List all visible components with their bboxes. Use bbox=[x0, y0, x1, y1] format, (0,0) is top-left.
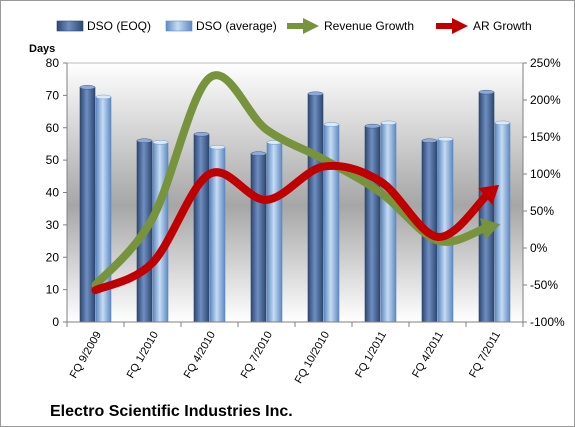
bar-cap-dso-eoq-2 bbox=[193, 132, 210, 137]
legend-label-ar-growth: AR Growth bbox=[473, 19, 532, 33]
x-tick-label-1: FQ 1/2010 bbox=[125, 330, 161, 381]
legend-item-revenue-growth: Revenue Growth bbox=[287, 18, 414, 34]
x-tick-label-2: FQ 4/2010 bbox=[182, 330, 218, 381]
bar-dso-average-7 bbox=[494, 122, 511, 323]
y-tick-label-3: 30 bbox=[46, 218, 60, 232]
bar-dso-average-5 bbox=[380, 122, 397, 323]
legend-label-dso-eoq: DSO (EOQ) bbox=[87, 19, 151, 33]
y-tick-label-0: 0 bbox=[52, 315, 59, 329]
plot-area bbox=[67, 63, 523, 322]
y2-tick-label-5: 150% bbox=[530, 130, 561, 144]
y2-tick-label-4: 100% bbox=[530, 167, 561, 181]
x-tick-label-3: FQ 7/2010 bbox=[239, 330, 275, 381]
legend-arrowhead-revenue-growth bbox=[303, 18, 319, 34]
legend-arrowhead-ar-growth bbox=[452, 18, 468, 34]
chart-title: Electro Scientific Industries Inc. bbox=[50, 403, 293, 420]
legend-item-dso-eoq: DSO (EOQ) bbox=[56, 19, 151, 33]
y2-tick-label-6: 200% bbox=[530, 93, 561, 107]
x-tick-label-5: FQ 1/2011 bbox=[353, 330, 389, 380]
legend-item-dso-average: DSO (average) bbox=[165, 19, 277, 33]
bar-cap-dso-eoq-7 bbox=[478, 89, 495, 95]
bar-dso-eoq-5 bbox=[364, 125, 381, 323]
y-axis-title: Days bbox=[29, 43, 55, 55]
y2-tick-label-0: -100% bbox=[530, 315, 565, 329]
x-tick-label-6: FQ 4/2011 bbox=[410, 330, 446, 380]
y2-tick-label-1: -50% bbox=[530, 278, 558, 292]
bar-cap-dso-eoq-6 bbox=[421, 138, 438, 143]
bar-cap-dso-average-2 bbox=[209, 144, 226, 150]
bar-cap-dso-eoq-4 bbox=[307, 91, 324, 96]
y-tick-label-1: 10 bbox=[46, 283, 60, 297]
bar-cap-dso-average-6 bbox=[437, 136, 454, 142]
x-tick-label-0: FQ 9/2009 bbox=[68, 330, 104, 381]
line-ar-growth bbox=[91, 161, 491, 295]
bar-dso-average-1 bbox=[152, 142, 169, 323]
bar-cap-dso-eoq-5 bbox=[364, 123, 381, 129]
x-tick-label-4: FQ 10/2010 bbox=[293, 330, 332, 386]
legend-label-revenue-growth: Revenue Growth bbox=[324, 19, 414, 33]
y2-tick-label-7: 250% bbox=[530, 56, 561, 70]
y2-tick-label-3: 50% bbox=[530, 204, 554, 218]
arrowhead-revenue-growth bbox=[480, 218, 501, 240]
bar-dso-eoq-3 bbox=[250, 153, 267, 323]
y-tick-label-7: 70 bbox=[46, 88, 60, 102]
legend-swatch-dso-average bbox=[165, 20, 193, 32]
y-tick-label-2: 20 bbox=[46, 250, 60, 264]
bar-dso-average-3 bbox=[266, 142, 283, 323]
lines-layer bbox=[91, 71, 501, 295]
bars-layer bbox=[79, 85, 511, 323]
bar-cap-dso-eoq-1 bbox=[136, 138, 153, 143]
legend: DSO (EOQ) DSO (average) Revenue Growth A… bbox=[56, 18, 532, 34]
y2-tick-label-2: 0% bbox=[530, 241, 548, 255]
bar-cap-dso-average-4 bbox=[323, 122, 340, 127]
bar-dso-eoq-2 bbox=[193, 133, 210, 323]
x-tick-label-7: FQ 7/2011 bbox=[467, 330, 503, 380]
bar-cap-dso-average-0 bbox=[95, 94, 112, 100]
y-tick-label-8: 80 bbox=[46, 56, 60, 70]
y-tick-label-4: 40 bbox=[46, 186, 60, 200]
legend-item-ar-growth: AR Growth bbox=[436, 18, 532, 34]
y-tick-label-5: 50 bbox=[46, 153, 60, 167]
arrowhead-ar-growth bbox=[478, 184, 500, 205]
legend-label-dso-average: DSO (average) bbox=[196, 19, 277, 33]
bar-cap-dso-eoq-0 bbox=[79, 85, 96, 90]
bar-cap-dso-average-5 bbox=[380, 120, 397, 126]
y-tick-label-6: 60 bbox=[46, 121, 60, 135]
bar-cap-dso-average-7 bbox=[494, 120, 511, 126]
bar-dso-average-4 bbox=[323, 124, 340, 323]
bar-cap-dso-average-1 bbox=[152, 140, 169, 145]
bar-cap-dso-eoq-3 bbox=[250, 151, 267, 156]
bar-dso-eoq-4 bbox=[307, 93, 324, 323]
legend-swatch-dso-eoq bbox=[56, 20, 84, 32]
